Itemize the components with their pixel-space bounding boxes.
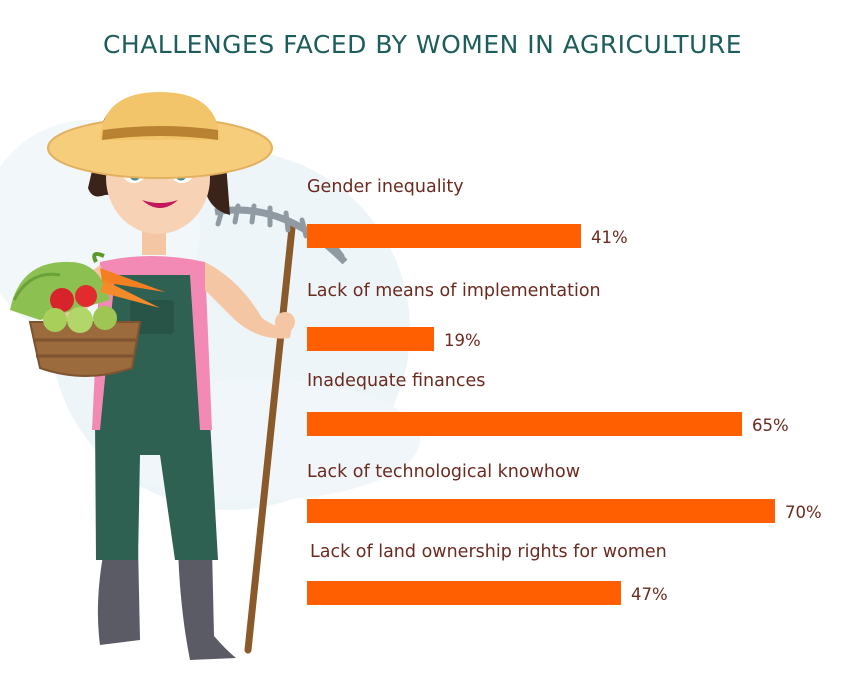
category-label-technological-knowhow: Lack of technological knowhow bbox=[307, 462, 581, 482]
value-label-technological-knowhow: 70% bbox=[785, 503, 822, 522]
category-label-means-of-implementation: Lack of means of implementation bbox=[307, 281, 601, 301]
bar-means-of-implementation bbox=[307, 327, 434, 351]
bar-land-ownership bbox=[307, 581, 621, 605]
bar-inadequate-finances bbox=[307, 412, 742, 436]
category-label-inadequate-finances: Inadequate finances bbox=[307, 371, 486, 391]
bar-gender-inequality bbox=[307, 224, 581, 248]
value-label-means-of-implementation: 19% bbox=[444, 331, 481, 350]
value-label-inadequate-finances: 65% bbox=[752, 416, 789, 435]
chart-title: CHALLENGES FACED BY WOMEN IN AGRICULTURE bbox=[102, 30, 743, 59]
category-label-gender-inequality: Gender inequality bbox=[307, 177, 464, 197]
value-label-land-ownership: 47% bbox=[631, 585, 668, 604]
value-label-gender-inequality: 41% bbox=[591, 228, 628, 247]
category-label-land-ownership: Lack of land ownership rights for women bbox=[310, 542, 667, 562]
bar-technological-knowhow bbox=[307, 499, 775, 523]
